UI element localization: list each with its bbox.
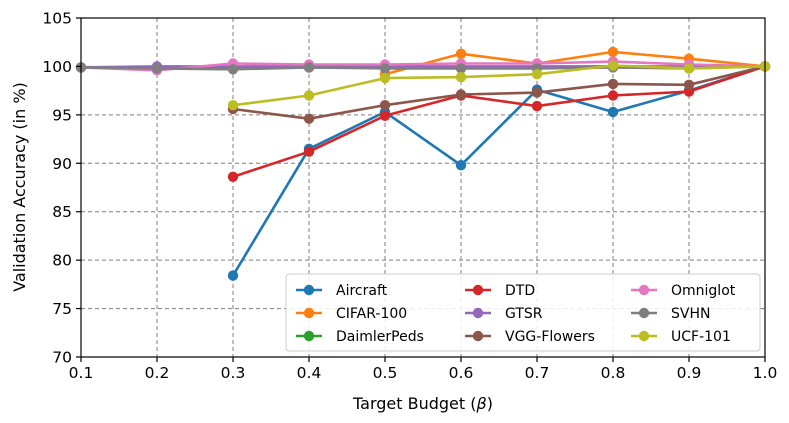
data-point-cifar-100 [455, 48, 467, 59]
axis-ticks: 0.1 0.2 0.3 0.4 0.5 0.6 0.7 0.8 0.9 1.0 70 75 80 85 90… [42, 10, 777, 383]
data-point-dtd [227, 171, 239, 182]
legend-label: UCF-101 [671, 329, 731, 345]
data-point-dtd [607, 90, 619, 101]
legend-item-gtsr: GTSR [465, 306, 543, 322]
data-point-svhn [303, 62, 315, 73]
data-point-vgg-flowers [607, 78, 619, 90]
data-point-ucf-101 [227, 100, 239, 111]
legend-marker [472, 330, 484, 342]
data-point-dtd [531, 100, 543, 112]
data-point-ucf-101 [683, 63, 695, 74]
data-point-vgg-flowers [303, 113, 315, 124]
data-point-vgg-flowers [683, 79, 695, 91]
series-group [75, 46, 771, 281]
data-point-vgg-flowers [379, 100, 391, 111]
legend-label: Omniglot [671, 283, 736, 299]
data-point-ucf-101 [455, 71, 467, 83]
legend-item-cifar-100: CIFAR-100 [296, 306, 407, 322]
legend-label: CIFAR-100 [336, 306, 407, 322]
data-point-svhn [455, 63, 467, 74]
x-tick-label: 0.3 [221, 364, 246, 382]
x-tick-label: 0.4 [297, 364, 322, 382]
data-point-svhn [379, 63, 391, 74]
legend-marker [303, 307, 315, 319]
data-point-ucf-101 [607, 60, 619, 71]
x-tick-label: 0.9 [677, 364, 702, 382]
legend-label: VGG-Flowers [505, 329, 595, 345]
x-tick-label: 0.1 [69, 364, 94, 382]
y-tick-label: 100 [42, 58, 72, 76]
y-tick-label: 80 [52, 252, 72, 270]
data-point-svhn [151, 63, 163, 74]
legend-item-svhn: SVHN [631, 306, 710, 322]
data-point-vgg-flowers [531, 87, 543, 98]
legend-marker [303, 284, 315, 296]
series-line-omniglot [79, 60, 767, 72]
data-point-aircraft [607, 106, 619, 118]
data-point-ucf-101 [531, 69, 543, 80]
y-axis-label: Validation Accuracy (in %) [10, 82, 29, 292]
legend-item-dtd: DTD [465, 283, 535, 299]
legend-marker [638, 330, 650, 342]
series-line-aircraft [231, 65, 767, 277]
x-tick-label: 0.6 [449, 364, 474, 382]
series-line-ucf-101 [231, 64, 767, 107]
legend-item-aircraft: Aircraft [296, 283, 388, 299]
legend-marker [472, 307, 484, 319]
legend-label: DTD [505, 283, 535, 299]
data-point-aircraft [455, 160, 467, 171]
x-axis-label-symbol: β [476, 394, 487, 413]
data-point-vgg-flowers [455, 89, 467, 100]
legend-marker [303, 330, 315, 342]
x-tick-label: 0.7 [525, 364, 550, 382]
legend-item-vgg-flowers: VGG-Flowers [465, 329, 595, 345]
x-tick-label: 0.2 [145, 364, 170, 382]
legend-marker [638, 307, 650, 319]
x-axis-label-text: Target Budget ( [352, 394, 476, 413]
legend-label: SVHN [671, 306, 710, 322]
data-point-ucf-101 [379, 72, 391, 84]
y-tick-label: 85 [52, 203, 72, 221]
y-tick-label: 90 [52, 155, 72, 173]
y-tick-label: 70 [52, 349, 72, 367]
data-point-svhn [227, 64, 239, 75]
legend-item-ucf-101: UCF-101 [631, 329, 731, 345]
legend-item-omniglot: Omniglot [631, 283, 736, 299]
data-point-cifar-100 [607, 46, 619, 58]
data-point-dtd [303, 146, 315, 157]
y-tick-label: 75 [52, 300, 72, 318]
legend-marker [472, 284, 484, 296]
data-point-ucf-101 [303, 90, 315, 101]
x-tick-label: 0.5 [373, 364, 398, 382]
x-tick-label: 1.0 [753, 364, 778, 382]
legend-label: GTSR [505, 306, 543, 322]
x-axis-label: Target Budget (β) [352, 394, 493, 413]
data-point-aircraft [227, 270, 239, 281]
legend-item-daimlerpeds: DaimlerPeds [296, 329, 424, 345]
y-tick-label: 105 [42, 10, 72, 28]
legend-label: DaimlerPeds [336, 329, 424, 345]
y-tick-label: 95 [52, 106, 72, 124]
legend-label: Aircraft [336, 283, 388, 299]
x-tick-label: 0.8 [601, 364, 626, 382]
x-axis-label-close: ) [487, 394, 493, 413]
series-line-cifar-100 [383, 50, 767, 76]
plot-area-frame [80, 17, 766, 358]
series-line-dtd [231, 65, 767, 179]
data-point-dtd [379, 110, 391, 122]
legend: Aircraft CIFAR-100 DaimlerPeds DTD GTSR VGG-F… [285, 273, 761, 352]
legend-marker [638, 284, 650, 296]
series-line-vgg-flowers [231, 65, 767, 120]
series-ucf-101 [227, 60, 771, 111]
